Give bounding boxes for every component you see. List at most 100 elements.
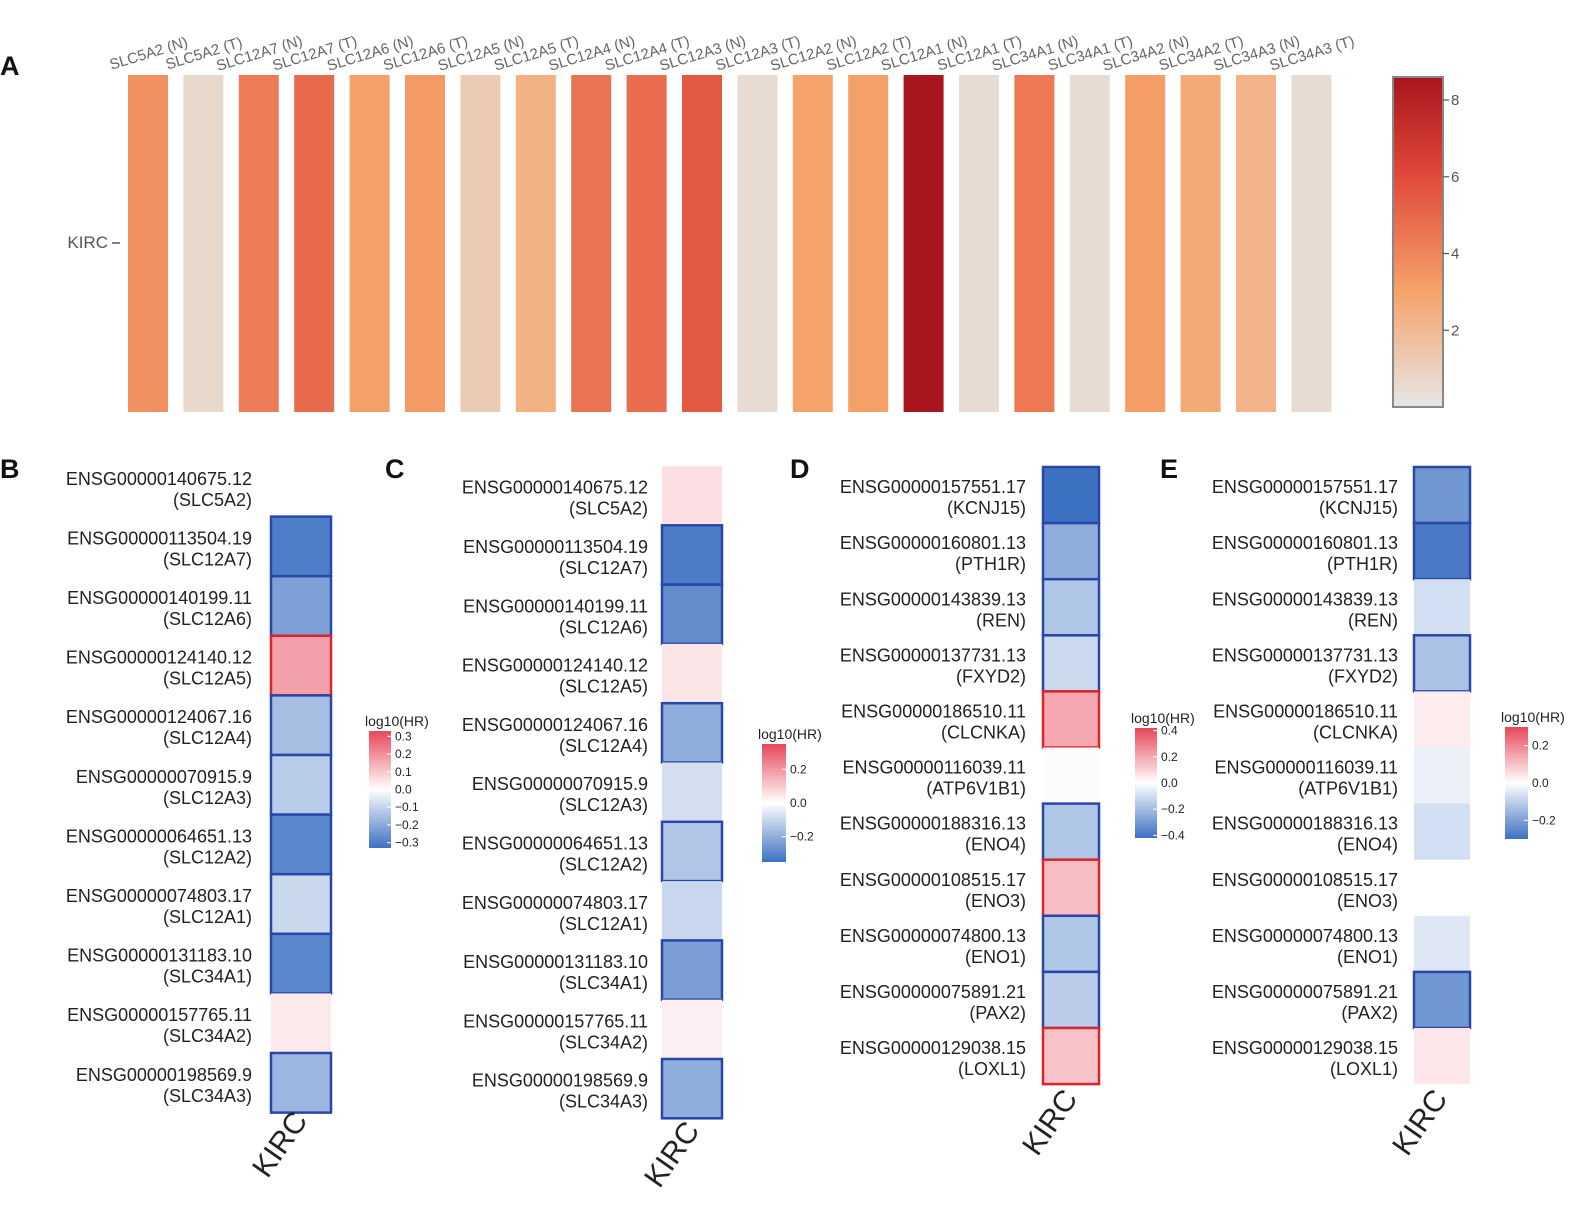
panel-e-column-label: KIRC bbox=[1386, 1084, 1454, 1162]
panel-b-gene-id: ENSG00000064651.13 bbox=[66, 826, 252, 846]
panel-e-gene-id: ENSG00000074800.13 bbox=[1212, 926, 1398, 946]
panel-d-gene-id: ENSG00000157551.17 bbox=[840, 477, 1026, 497]
panel-c-cell bbox=[662, 999, 722, 1059]
panel-e-gene-id: ENSG00000157551.17 bbox=[1212, 477, 1398, 497]
panel-a-cell bbox=[1014, 75, 1055, 412]
panel-e-cell bbox=[1414, 803, 1470, 860]
panel-c-gene-symbol: (SLC12A5) bbox=[559, 677, 648, 697]
panel-c-cell bbox=[660, 939, 724, 1001]
panel-a-cell bbox=[571, 75, 612, 412]
panel-d-cell bbox=[1041, 802, 1101, 861]
panel-a-cell bbox=[848, 75, 889, 412]
panel-e-cell bbox=[1412, 634, 1472, 693]
panel-b-gene-id: ENSG00000124067.16 bbox=[66, 707, 252, 727]
panel-c-gene-id: ENSG00000140675.12 bbox=[462, 478, 648, 498]
panel-c-gene-id: ENSG00000074803.17 bbox=[462, 893, 648, 913]
panel-b-cell bbox=[269, 1051, 333, 1114]
panel-e-gene-symbol: (ATP6V1B1) bbox=[1298, 779, 1398, 799]
panel-b-gene-id: ENSG00000074803.17 bbox=[66, 886, 252, 906]
panel-b-gene-id: ENSG00000140675.12 bbox=[66, 469, 252, 489]
panel-a-cell bbox=[1069, 75, 1110, 412]
panel-d-cell bbox=[1041, 465, 1101, 525]
panel-label-b: B bbox=[0, 454, 20, 484]
panel-b-gene-id: ENSG00000070915.9 bbox=[76, 767, 252, 787]
panel-b-cell bbox=[269, 694, 333, 757]
panel-b-gene-symbol: (SLC12A7) bbox=[163, 549, 252, 569]
panel-e-gene-symbol: (ENO1) bbox=[1337, 947, 1398, 967]
panel-d-heatmap: ENSG00000157551.17(KCNJ15) ENSG0000016080… bbox=[840, 465, 1195, 1161]
panel-b-colorbar bbox=[369, 731, 391, 848]
panel-c-cell bbox=[660, 1057, 724, 1120]
panel-d-gene-symbol: (ENO3) bbox=[965, 891, 1026, 911]
panel-b-heatmap: ENSG00000140675.12(SLC5A2) ENSG0000011350… bbox=[66, 469, 429, 1184]
panel-a-cell bbox=[294, 75, 335, 412]
panel-e-heatmap: ENSG00000157551.17(KCNJ15) ENSG0000016080… bbox=[1212, 465, 1565, 1162]
panel-c-gene-id: ENSG00000124140.12 bbox=[462, 656, 648, 676]
panel-a-cell bbox=[128, 75, 168, 412]
panel-c-cell bbox=[660, 583, 724, 646]
panel-c-gene-id: ENSG00000157765.11 bbox=[463, 1011, 648, 1031]
panel-b-gene-symbol: (SLC12A3) bbox=[163, 788, 252, 808]
panel-d-gene-id: ENSG00000074800.13 bbox=[840, 926, 1026, 946]
panel-a-colorbar-tick-label: 6 bbox=[1451, 169, 1459, 186]
panel-a-cell bbox=[959, 75, 999, 412]
panel-c-gene-id: ENSG00000124067.16 bbox=[462, 715, 648, 735]
panel-a-cell bbox=[515, 75, 556, 412]
panel-e-gene-id: ENSG00000108515.17 bbox=[1212, 870, 1398, 890]
panel-e-cell bbox=[1414, 915, 1470, 972]
panel-d-gene-id: ENSG00000129038.15 bbox=[840, 1038, 1026, 1058]
panel-d-gene-symbol: (KCNJ15) bbox=[947, 498, 1026, 518]
panel-d-gene-symbol: (PTH1R) bbox=[955, 554, 1026, 574]
panel-c-gene-id: ENSG00000140199.11 bbox=[463, 596, 648, 616]
panel-d-colorbar-tick-label: 0.2 bbox=[1161, 750, 1178, 764]
panel-a-colorbar-tick-label: 8 bbox=[1451, 92, 1459, 109]
panel-c-colorbar-tick-label: 0.2 bbox=[790, 762, 807, 776]
panel-e-gene-symbol: (ENO4) bbox=[1337, 835, 1398, 855]
panel-label-e: E bbox=[1160, 454, 1178, 484]
panel-a-cell bbox=[183, 75, 224, 412]
panel-d-cell bbox=[1041, 690, 1101, 749]
panel-b-cell bbox=[271, 993, 331, 1053]
panel-b-gene-id: ENSG00000124140.12 bbox=[66, 648, 252, 668]
panel-d-gene-symbol: (REN) bbox=[976, 610, 1026, 630]
panel-e-colorbar-tick-label: −0.2 bbox=[1532, 813, 1556, 827]
panel-d-gene-id: ENSG00000160801.13 bbox=[840, 533, 1026, 553]
panel-b-cell bbox=[269, 932, 333, 995]
panel-b-gene-symbol: (SLC12A1) bbox=[163, 907, 252, 927]
panel-d-colorbar bbox=[1135, 728, 1157, 838]
panel-b-cell bbox=[269, 753, 333, 816]
panel-d-gene-id: ENSG00000116039.11 bbox=[843, 758, 1026, 778]
panel-e-cell bbox=[1412, 521, 1472, 581]
panel-e-gene-id: ENSG00000129038.15 bbox=[1212, 1038, 1398, 1058]
panel-e-gene-id: ENSG00000075891.21 bbox=[1212, 982, 1398, 1002]
panel-e-gene-symbol: (KCNJ15) bbox=[1319, 498, 1398, 518]
panel-b-colorbar-tick-label: −0.2 bbox=[395, 818, 419, 832]
panel-b-gene-symbol: (SLC34A1) bbox=[163, 967, 252, 987]
panel-d-gene-symbol: (ENO1) bbox=[965, 947, 1026, 967]
panel-label-d: D bbox=[790, 454, 810, 484]
panel-e-gene-id: ENSG00000137731.13 bbox=[1212, 645, 1398, 665]
panel-label-c: C bbox=[385, 454, 405, 484]
panel-e-gene-symbol: (ENO3) bbox=[1337, 891, 1398, 911]
panel-c-cell bbox=[660, 701, 724, 764]
panel-e-gene-symbol: (PTH1R) bbox=[1327, 554, 1398, 574]
panel-b-cell bbox=[269, 872, 333, 936]
panel-c-gene-symbol: (SLC12A6) bbox=[559, 617, 648, 637]
panel-c-cell bbox=[660, 524, 724, 586]
panel-e-colorbar-tick-label: 0.0 bbox=[1532, 776, 1549, 790]
panel-d-gene-symbol: (ATP6V1B1) bbox=[926, 779, 1026, 799]
panel-d-gene-symbol: (PAX2) bbox=[969, 1003, 1026, 1023]
panel-b-gene-symbol: (SLC34A2) bbox=[163, 1026, 252, 1046]
panel-a-heatmap: KIRC SLC5A2 (N)SLC5A2 (T)SLC12A7 (N)SLC1… bbox=[67, 33, 1459, 412]
panel-a-cell bbox=[792, 75, 833, 412]
panel-c-cell bbox=[662, 466, 722, 526]
panel-d-cell bbox=[1041, 1026, 1101, 1086]
panel-c-gene-symbol: (SLC12A2) bbox=[559, 854, 648, 874]
panel-b-gene-id: ENSG00000198569.9 bbox=[76, 1065, 252, 1085]
panel-e-gene-symbol: (CLCNKA) bbox=[1313, 722, 1398, 742]
panel-c-gene-symbol: (SLC12A3) bbox=[559, 795, 648, 815]
panel-c-gene-id: ENSG00000198569.9 bbox=[472, 1071, 648, 1091]
panel-d-cell bbox=[1041, 970, 1101, 1030]
panel-b-gene-symbol: (SLC12A4) bbox=[163, 728, 252, 748]
panel-e-gene-id: ENSG00000116039.11 bbox=[1215, 758, 1398, 778]
